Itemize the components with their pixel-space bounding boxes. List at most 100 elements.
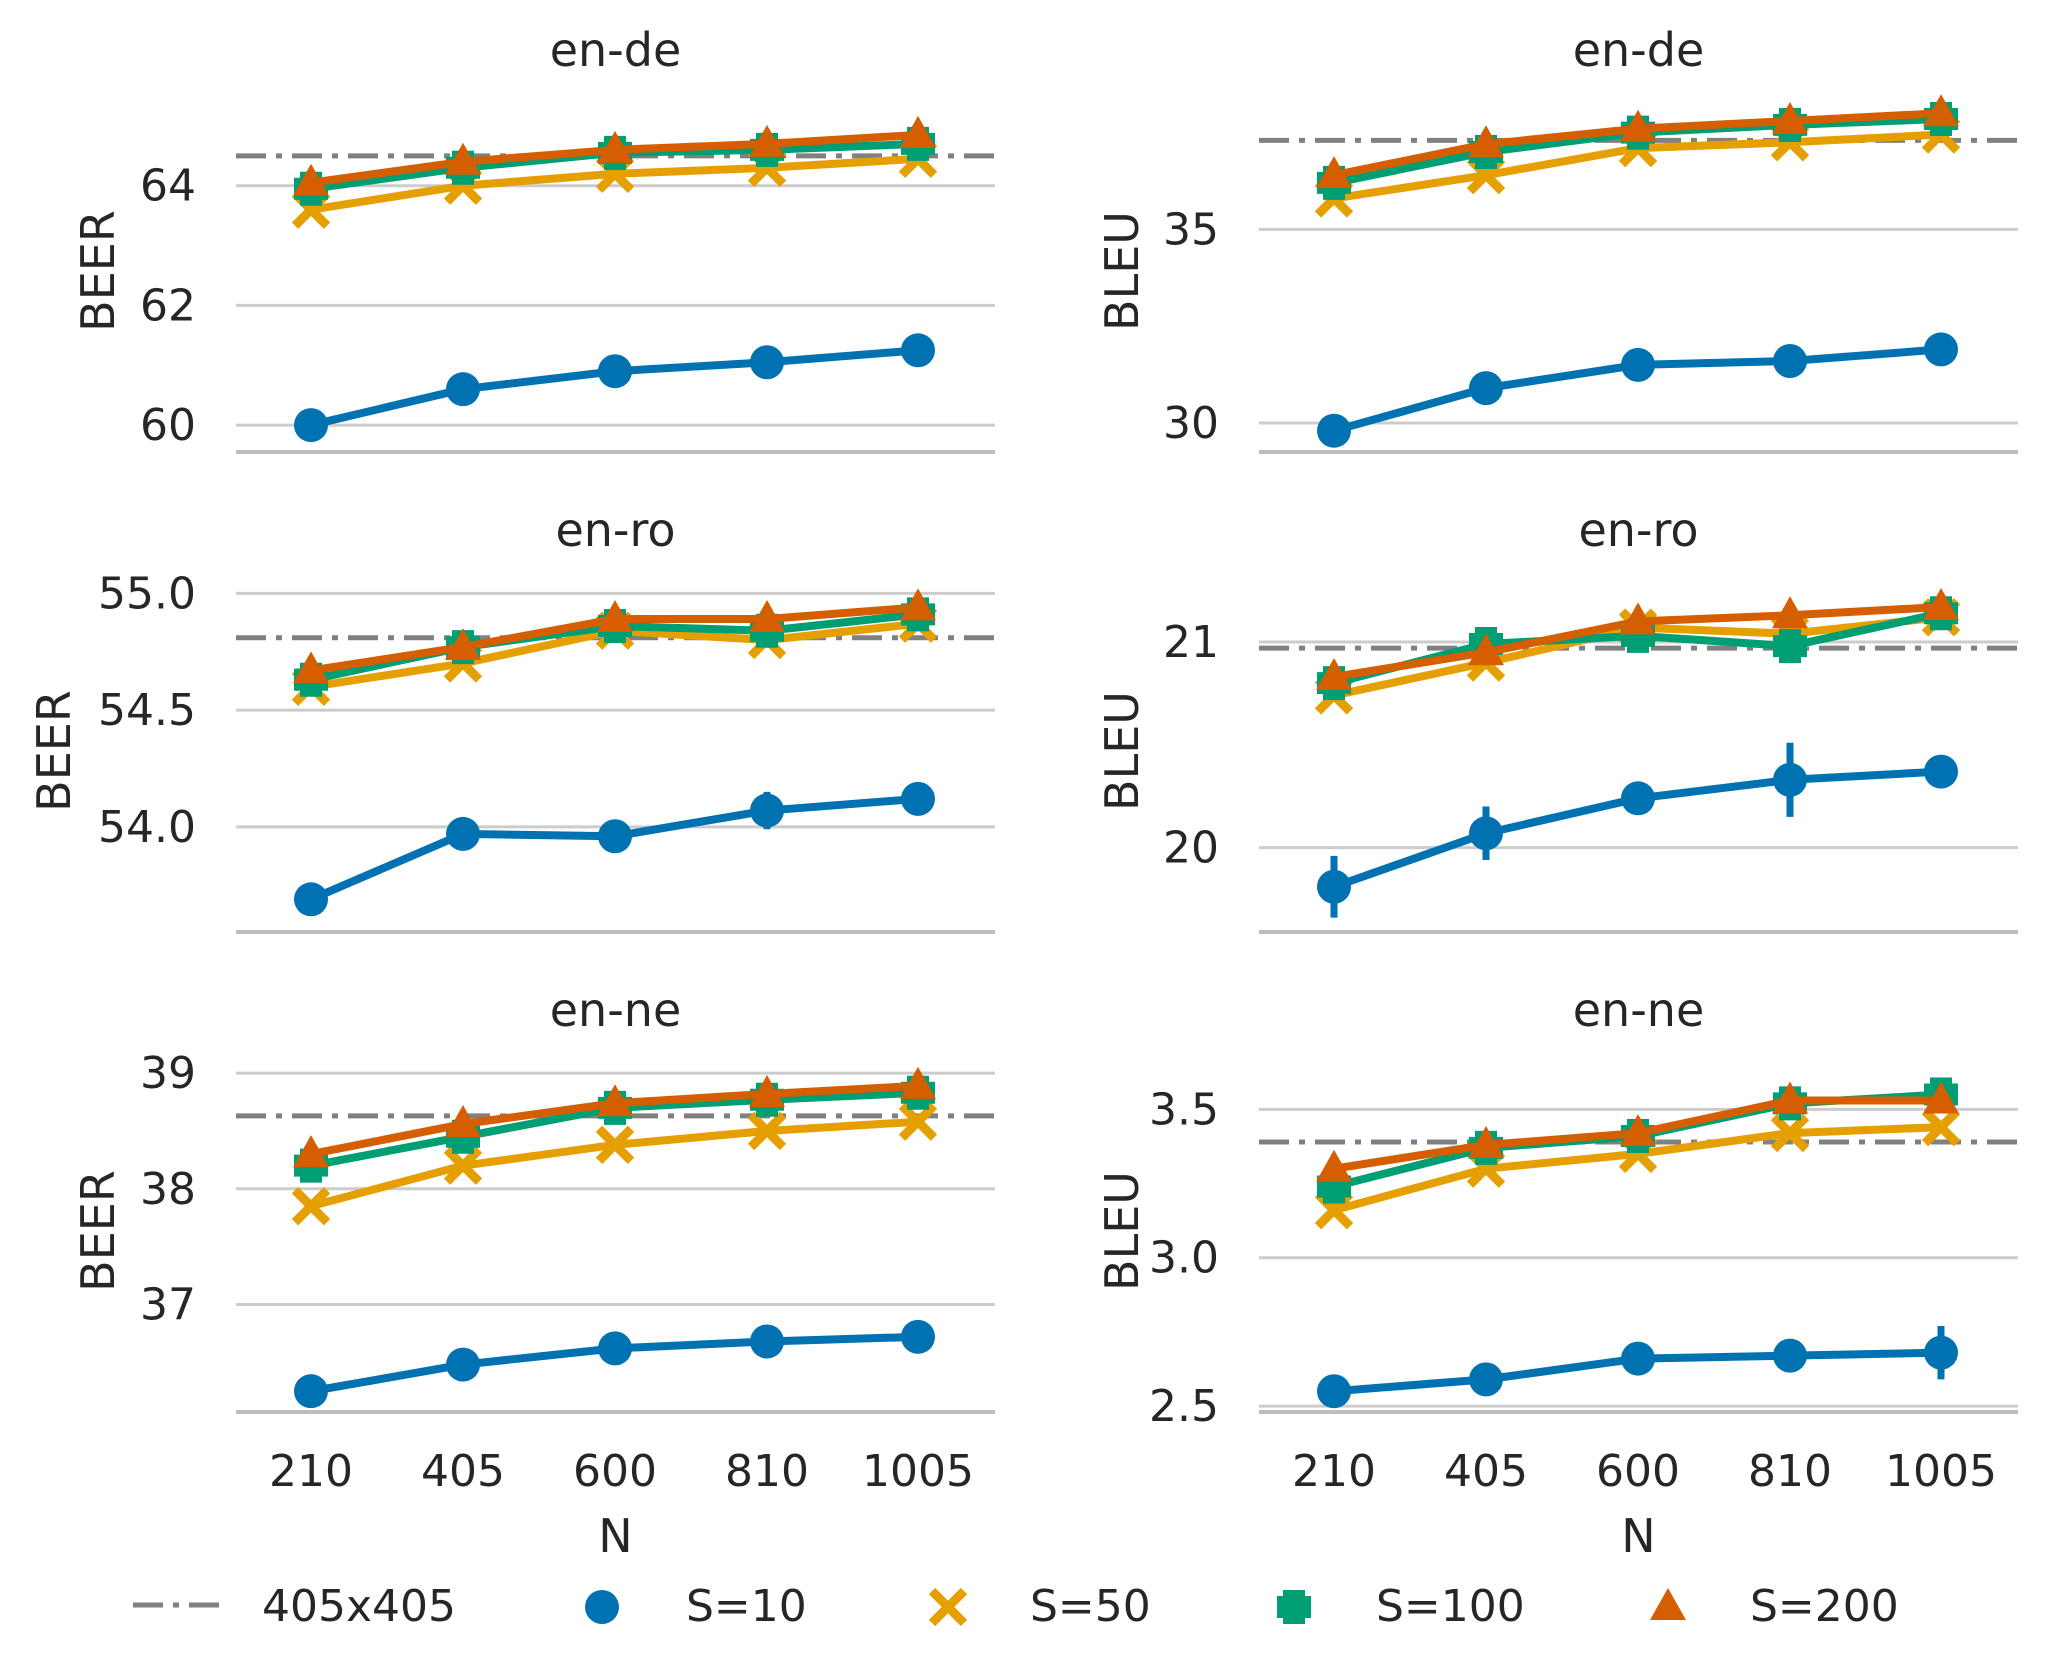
panel-2: 30 35 en-de BLEU bbox=[1095, 23, 2018, 454]
panel-3: 54.0 54.5 55.0 en-ro BEER bbox=[27, 503, 995, 934]
data-point bbox=[294, 882, 328, 917]
panel-title: en-ne bbox=[1573, 983, 1705, 1037]
data-point bbox=[597, 1084, 633, 1117]
panel-6: 2.5 3.0 3.5 en-ne BLEU 210 405 600 810 1005 N bbox=[1095, 983, 2018, 1563]
data-point bbox=[749, 600, 785, 633]
data-point bbox=[1621, 781, 1655, 816]
data-point bbox=[1316, 156, 1352, 189]
data-point bbox=[446, 372, 480, 407]
legend-label: S=100 bbox=[1376, 1581, 1525, 1632]
data-point bbox=[1620, 602, 1656, 635]
data-point bbox=[1923, 588, 1959, 621]
data-point bbox=[900, 1066, 936, 1099]
legend-marker bbox=[928, 1587, 968, 1627]
y-axis-label: BLEU bbox=[1095, 211, 1149, 331]
data-point bbox=[1923, 94, 1959, 127]
series-s10 bbox=[1317, 1325, 1958, 1409]
data-point bbox=[1924, 1335, 1958, 1370]
data-point bbox=[293, 651, 329, 684]
xtick-label: 405 bbox=[421, 1446, 505, 1497]
data-point bbox=[1621, 347, 1655, 382]
x-axis-label: N bbox=[598, 1509, 632, 1563]
xtick-label: 405 bbox=[1444, 1446, 1528, 1497]
ytick-label: 2.5 bbox=[1149, 1381, 1219, 1432]
data-point bbox=[446, 1347, 480, 1382]
panel-4: 20 21 en-ro BLEU bbox=[1095, 503, 2018, 934]
data-point bbox=[445, 628, 481, 661]
xtick-label: 1005 bbox=[862, 1446, 974, 1497]
data-point bbox=[1773, 762, 1807, 797]
data-point bbox=[1469, 371, 1503, 406]
data-point bbox=[1317, 413, 1351, 448]
xtick-label: 210 bbox=[1292, 1446, 1376, 1497]
data-point bbox=[293, 1135, 329, 1168]
data-point bbox=[293, 163, 329, 196]
data-point bbox=[749, 1074, 785, 1107]
ytick-label: 3.5 bbox=[1149, 1084, 1219, 1135]
data-point bbox=[294, 1374, 328, 1409]
data-point bbox=[750, 1324, 784, 1359]
data-point bbox=[1621, 1341, 1655, 1376]
panel-1: 60 62 64 en-de BEER bbox=[71, 23, 995, 454]
data-point bbox=[1316, 1149, 1352, 1182]
legend-marker bbox=[585, 1590, 619, 1624]
data-point bbox=[1316, 657, 1352, 690]
legend-marker bbox=[1650, 1588, 1686, 1620]
data-point bbox=[1773, 344, 1807, 379]
data-point bbox=[900, 588, 936, 621]
data-point bbox=[1924, 754, 1958, 789]
data-point bbox=[597, 130, 633, 163]
series-s200 bbox=[293, 1066, 936, 1168]
data-point bbox=[1469, 816, 1503, 851]
series-s10 bbox=[1317, 742, 1958, 918]
xtick-label: 810 bbox=[1748, 1446, 1832, 1497]
ytick-label: 54.5 bbox=[98, 685, 196, 736]
series-s200 bbox=[293, 588, 936, 684]
data-point bbox=[900, 115, 936, 148]
data-point bbox=[1468, 1125, 1504, 1158]
xtick-label: 600 bbox=[573, 1446, 657, 1497]
panel-title: en-ro bbox=[555, 503, 675, 557]
series-s10 bbox=[294, 1319, 935, 1409]
data-point bbox=[1921, 1107, 1961, 1147]
data-point bbox=[1772, 101, 1808, 134]
data-point bbox=[1772, 596, 1808, 629]
y-axis-label: BEER bbox=[71, 210, 125, 332]
ytick-label: 62 bbox=[140, 280, 196, 331]
xtick-label: 810 bbox=[725, 1446, 809, 1497]
y-axis-label: BEER bbox=[27, 690, 81, 812]
data-point bbox=[1317, 869, 1351, 904]
data-point bbox=[898, 1102, 938, 1141]
legend-marker bbox=[1277, 1590, 1311, 1624]
series-s10 bbox=[294, 781, 935, 917]
ytick-label: 35 bbox=[1163, 204, 1219, 255]
data-point bbox=[445, 142, 481, 175]
series-s10 bbox=[1317, 332, 1958, 448]
ytick-label: 20 bbox=[1163, 823, 1219, 874]
data-point bbox=[446, 816, 480, 851]
ytick-label: 39 bbox=[140, 1048, 196, 1099]
series-s10 bbox=[294, 333, 935, 443]
legend: 405x405 S=10 S=50 S=100 S=200 bbox=[133, 1581, 1899, 1632]
data-point bbox=[597, 600, 633, 633]
data-point bbox=[1772, 1081, 1808, 1114]
ytick-label: 3.0 bbox=[1149, 1233, 1219, 1284]
data-point bbox=[445, 1105, 481, 1138]
y-axis-label: BLEU bbox=[1095, 1171, 1149, 1291]
data-point bbox=[901, 781, 935, 816]
panel-title: en-de bbox=[550, 23, 682, 77]
ytick-label: 64 bbox=[140, 161, 196, 212]
legend-label: S=50 bbox=[1030, 1581, 1151, 1632]
legend-label: S=10 bbox=[686, 1581, 807, 1632]
legend-label: S=200 bbox=[1750, 1581, 1899, 1632]
data-point bbox=[1923, 1081, 1959, 1114]
data-point bbox=[598, 1331, 632, 1366]
data-point bbox=[750, 793, 784, 828]
data-point bbox=[1620, 109, 1656, 142]
panel-title: en-ro bbox=[1578, 503, 1698, 557]
data-point bbox=[1620, 1114, 1656, 1147]
ytick-label: 21 bbox=[1163, 617, 1219, 668]
data-point bbox=[1469, 1362, 1503, 1397]
data-point bbox=[901, 333, 935, 368]
